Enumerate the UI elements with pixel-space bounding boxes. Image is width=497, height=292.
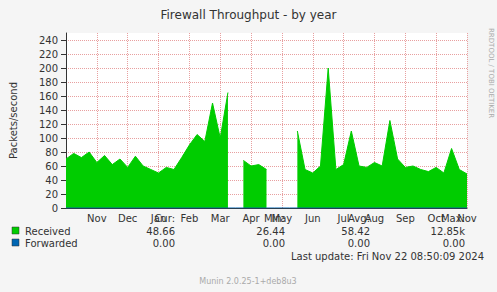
svg-text:0: 0 [52,203,58,214]
svg-text:240: 240 [39,35,58,46]
svg-text:Mar: Mar [211,213,231,224]
svg-text:RRDTOOL / TOBI OETIKER: RRDTOOL / TOBI OETIKER [487,28,495,118]
svg-text:200: 200 [39,63,58,74]
svg-text:26.44: 26.44 [256,226,285,237]
svg-text:160: 160 [39,91,58,102]
svg-text:Last update: Fri Nov 22 08:50:: Last update: Fri Nov 22 08:50:09 2024 [291,251,484,262]
svg-text:Dec: Dec [118,213,137,224]
svg-text:Forwarded: Forwarded [25,238,78,249]
svg-text:0.00: 0.00 [443,238,465,249]
svg-text:Avg:: Avg: [348,212,370,224]
svg-text:0.00: 0.00 [153,238,175,249]
svg-text:Sep: Sep [396,213,415,224]
svg-text:Jun: Jun [304,213,321,224]
svg-text:May: May [272,213,293,224]
svg-text:58.42: 58.42 [341,226,370,237]
svg-text:Munin 2.0.25-1+deb8u3: Munin 2.0.25-1+deb8u3 [199,277,296,286]
svg-text:100: 100 [39,133,58,144]
svg-text:Aug: Aug [365,213,385,224]
svg-text:Oct: Oct [428,213,445,224]
svg-text:Packets/second: Packets/second [8,82,19,159]
svg-text:220: 220 [39,49,58,60]
svg-text:120: 120 [39,119,58,130]
svg-text:80: 80 [45,147,58,158]
svg-text:Nov: Nov [457,213,477,224]
svg-text:Feb: Feb [181,213,199,224]
svg-text:Jul: Jul [337,213,350,224]
svg-text:40: 40 [45,175,58,186]
svg-text:48.66: 48.66 [146,226,175,237]
svg-text:140: 140 [39,105,58,116]
svg-text:Nov: Nov [87,213,107,224]
svg-text:Firewall Throughput - by year: Firewall Throughput - by year [160,8,336,22]
svg-text:Jan: Jan [150,213,166,224]
svg-text:180: 180 [39,77,58,88]
svg-text:12.85k: 12.85k [431,226,466,237]
svg-text:20: 20 [45,189,58,200]
svg-text:Apr: Apr [242,213,260,224]
svg-text:0.00: 0.00 [263,238,285,249]
svg-text:0.00: 0.00 [348,238,370,249]
svg-text:60: 60 [45,161,58,172]
svg-text:Received: Received [25,226,71,237]
